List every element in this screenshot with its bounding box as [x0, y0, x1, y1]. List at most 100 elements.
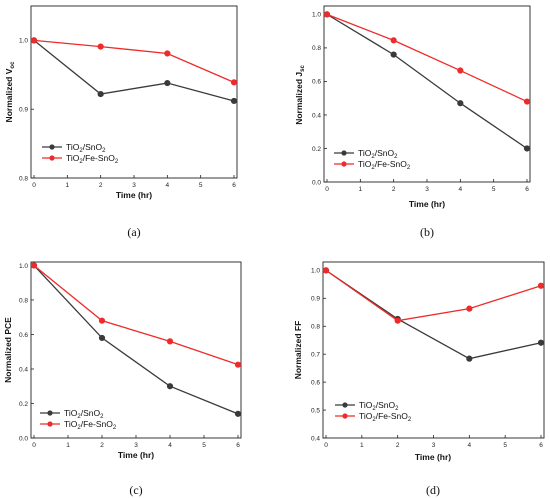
- data-point-series-2: [466, 305, 473, 312]
- legend-subscript: 2: [102, 148, 106, 154]
- legend-subscript: 2: [408, 417, 412, 423]
- legend-subscript: 2: [77, 414, 81, 420]
- y-axis-label-main: Normalized FF: [293, 321, 303, 380]
- data-point-series-2: [323, 11, 331, 18]
- panel-a: 0 1 2 3 4 5 6 0.8 0.9 1.0 Time (hr) Normalized Vo…: [4, 5, 238, 239]
- x-axis-label: Time (hr): [415, 452, 451, 462]
- x-tick-label: 2: [392, 186, 396, 193]
- series-group: [322, 267, 545, 362]
- x-tick-label: 6: [232, 182, 236, 189]
- legend-label-2: TiO2/Fe-SnO2: [358, 159, 411, 171]
- y-tick-label: 0.6: [311, 379, 320, 386]
- legend-marker-1: [341, 150, 347, 156]
- data-point-series-2: [457, 67, 464, 74]
- data-point-series-1: [457, 100, 464, 107]
- y-axis-label-main: Normalized J: [294, 72, 304, 125]
- legend-label-2: TiO2/Fe-SnO2: [66, 153, 119, 165]
- x-tick-label: 2: [99, 182, 103, 189]
- series-line-1: [325, 269, 542, 360]
- legend-label-2: TiO2/Fe-SnO2: [64, 419, 117, 431]
- y-tick-label: 0.8: [311, 324, 320, 331]
- legend-text-part: TiO: [358, 148, 372, 158]
- y-tick-label: 0.8: [312, 45, 321, 52]
- legend-subscript: 2: [77, 425, 81, 431]
- legend-subscript: 2: [371, 154, 375, 160]
- series-line-2: [33, 39, 235, 83]
- data-point-series-1: [166, 383, 174, 390]
- panel-c: 0 1 2 3 4 5 6 0.0 0.2 0.4 0.6 0.8 1.0 Time (hr) Norm…: [3, 261, 242, 497]
- data-point-series-2: [97, 43, 104, 50]
- tick-group: 0 1 2 3 4 5 6 0.0 0.2 0.4 0.6 0.8 1.0: [312, 12, 529, 193]
- tick-group: 0 1 2 3 4 5 6 0.8 0.9 1.0: [19, 38, 236, 189]
- legend-marker-2: [341, 161, 347, 167]
- series-line-2: [33, 264, 239, 366]
- y-tick-label: 0.2: [312, 146, 321, 153]
- panel-b: 0 1 2 3 4 5 6 0.0 0.2 0.4 0.6 0.8 1.0 Time (hr) Norm…: [294, 5, 531, 239]
- y-tick-label: 1.0: [312, 12, 321, 19]
- tick-group: 0 1 2 3 4 5 6 0.4 0.5 0.6 0.7 0.8 0.9 1.0: [311, 268, 543, 449]
- data-point-series-2: [166, 338, 174, 345]
- x-tick-label: 1: [66, 182, 70, 189]
- legend-text-part: TiO: [358, 159, 372, 169]
- series-line-2: [326, 13, 528, 103]
- series-group: [30, 37, 238, 105]
- y-tick-label: 0.0: [19, 435, 28, 442]
- legend-subscript: 2: [113, 425, 117, 431]
- y-tick-label: 0.7: [311, 351, 320, 358]
- data-point-series-2: [523, 98, 531, 105]
- x-axis-label: Time (hr): [118, 450, 154, 460]
- data-point-series-1: [98, 334, 106, 342]
- x-tick-label: 6: [539, 442, 543, 449]
- y-tick-label: 0.6: [19, 332, 28, 339]
- y-axis-label: Normalized Voc: [4, 61, 16, 123]
- data-point-series-2: [322, 267, 330, 274]
- x-tick-label: 2: [100, 442, 104, 449]
- y-tick-label: 0.5: [311, 407, 320, 414]
- series-line-1: [33, 39, 235, 102]
- legend-text-part: TiO: [359, 400, 373, 410]
- y-tick-label: 0.2: [19, 401, 28, 408]
- legend-subscript: 2: [371, 165, 375, 171]
- y-tick-label: 0.4: [311, 435, 320, 442]
- y-tick-label: 0.4: [19, 366, 28, 373]
- legend-subscript: 2: [394, 154, 398, 160]
- data-point-series-1: [97, 90, 104, 98]
- x-tick-label: 4: [166, 182, 170, 189]
- x-tick-label: 6: [236, 442, 240, 449]
- data-point-series-1: [234, 410, 242, 417]
- y-axis-label: Normalized FF: [293, 321, 303, 380]
- x-axis-label: Time (hr): [116, 190, 152, 200]
- legend-label-2: TiO2/Fe-SnO2: [359, 411, 412, 423]
- legend-marker-1: [49, 144, 55, 150]
- series-line-2: [325, 269, 542, 322]
- x-tick-label: 5: [492, 186, 496, 193]
- data-point-series-2: [230, 79, 238, 86]
- legend-subscript: 2: [372, 406, 376, 412]
- legend-text-part: TiO: [66, 142, 80, 152]
- y-tick-label: 0.6: [312, 79, 321, 86]
- y-axis-label-subscript: sc: [300, 65, 306, 72]
- x-tick-label: 6: [525, 186, 529, 193]
- legend-marker-2: [342, 413, 348, 419]
- legend-subscript: 2: [79, 159, 83, 165]
- x-tick-label: 1: [359, 186, 363, 193]
- legend-subscript: 2: [395, 406, 399, 412]
- data-point-series-2: [30, 262, 38, 269]
- legend-marker-2: [49, 155, 55, 161]
- data-point-series-1: [230, 97, 238, 105]
- x-tick-label: 4: [459, 186, 463, 193]
- y-tick-label: 1.0: [19, 38, 28, 45]
- legend-text-part: TiO: [66, 153, 80, 163]
- panel-d: 0 1 2 3 4 5 6 0.4 0.5 0.6 0.7 0.8 0.9 1.0 Time (hr) N…: [293, 261, 545, 497]
- series-line-1: [326, 13, 528, 150]
- data-point-series-1: [466, 355, 473, 362]
- legend-text-part: /SnO: [81, 408, 101, 418]
- y-axis-label: Normalized PCE: [3, 317, 13, 383]
- y-tick-label: 0.8: [19, 297, 28, 304]
- legend-subscript: 2: [100, 414, 104, 420]
- x-tick-label: 0: [32, 442, 36, 449]
- x-tick-label: 0: [32, 182, 36, 189]
